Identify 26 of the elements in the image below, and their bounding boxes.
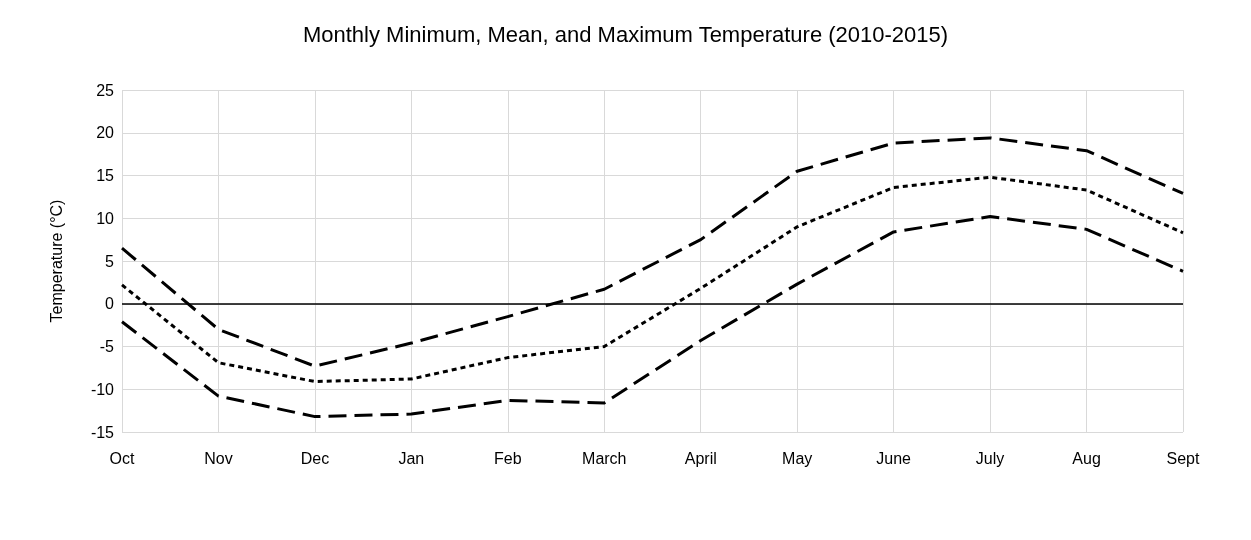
y-tick-label: -5 <box>99 338 115 355</box>
y-tick-label: 25 <box>96 81 115 99</box>
x-tick-label: April <box>684 449 717 467</box>
y-axis-title: Temperature (°C) <box>47 199 65 323</box>
y-tick-label: 0 <box>105 295 115 313</box>
line-series <box>120 215 1185 419</box>
y-tick-label: 15 <box>96 167 115 184</box>
y-tick-label: 10 <box>96 209 115 227</box>
x-tick-label: Feb <box>494 449 522 467</box>
chart-title: Monthly Minimum, Mean, and Maximum Temperature (2010-2015) <box>302 21 949 47</box>
y-tick-label: -10 <box>90 380 115 398</box>
y-tick-label: 20 <box>96 124 115 142</box>
x-tick-label: Nov <box>204 449 233 467</box>
line-series <box>120 136 1185 368</box>
x-tick-label: March <box>582 449 627 467</box>
x-tick-label: Aug <box>1072 449 1101 467</box>
x-tick-label: July <box>975 449 1005 467</box>
x-tick-label: Oct <box>109 449 135 467</box>
y-tick-label: -15 <box>90 423 115 441</box>
x-tick-label: Dec <box>300 449 330 467</box>
x-tick-label: Jan <box>398 449 425 467</box>
x-tick-label: May <box>782 449 813 467</box>
x-tick-label: Sept <box>1166 449 1201 467</box>
x-tick-label: June <box>876 449 912 467</box>
line-series <box>120 175 1185 384</box>
y-tick-label: 5 <box>105 252 115 270</box>
